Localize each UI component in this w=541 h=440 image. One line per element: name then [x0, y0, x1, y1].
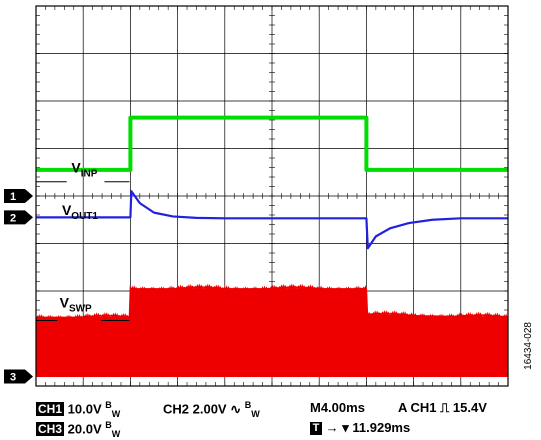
- vswp-noise-edge: [35, 283, 509, 323]
- ch1-bw-label: B: [105, 400, 112, 410]
- vout1-trace: [36, 190, 508, 250]
- vinp-trace: [36, 115, 508, 172]
- ch1-scale: 10.0V: [67, 401, 102, 417]
- timebase: M4.00ms: [310, 400, 365, 415]
- trigger-arrow-icon: → ▾: [325, 420, 349, 435]
- ch3-badge: CH3: [36, 422, 65, 437]
- channel-2-marker: [4, 210, 33, 225]
- plot-frame: [35, 5, 509, 387]
- traces: [35, 115, 509, 377]
- trigger-settings: A CH1 ⎍ 15.4V: [398, 400, 487, 416]
- channel-markers: 1 2 3: [4, 189, 33, 384]
- trigger-position: T → ▾ 11.929ms: [310, 420, 410, 436]
- trigger-position-value: 11.929ms: [352, 420, 411, 435]
- trigger-position-badge: T: [310, 422, 322, 436]
- ch1-settings: CH1 10.0V BW: [36, 400, 120, 419]
- vinp-label: VINP: [71, 159, 97, 179]
- channel-3-marker: [4, 369, 33, 384]
- vswp-label: VSWP: [60, 295, 92, 315]
- vout1-label: VOUT1: [62, 202, 98, 222]
- trigger-edge-icon: ⎍: [440, 400, 450, 415]
- ch2-bw-sub: W: [251, 408, 260, 419]
- ch3-settings: CH3 20.0V BW: [36, 420, 120, 439]
- ch2-scale: CH2 2.00V: [163, 401, 227, 417]
- ch2-settings: CH2 2.00V ∿ BW: [163, 400, 260, 419]
- ch3-scale: 20.0V: [67, 421, 102, 437]
- ch3-bw-sub: W: [111, 428, 121, 439]
- channel-1-marker: [4, 189, 33, 203]
- ch1-bw-sub: W: [111, 408, 121, 419]
- channel-3-marker-label: 3: [10, 372, 16, 384]
- trace-labels: VINP VOUT1 VSWP: [36, 159, 130, 321]
- channel-2-marker-label: 2: [10, 212, 16, 224]
- channel-1-marker-label: 1: [10, 191, 16, 203]
- ch3-bw-label: B: [105, 420, 112, 430]
- trigger-level: 15.4V: [452, 400, 487, 415]
- ch1-badge: CH1: [36, 402, 65, 417]
- ac-coupling-icon: ∿: [230, 401, 242, 417]
- ch2-bw-label: B: [244, 400, 252, 410]
- document-id: 16434-028: [523, 322, 534, 370]
- trigger-source: A CH1: [398, 400, 437, 415]
